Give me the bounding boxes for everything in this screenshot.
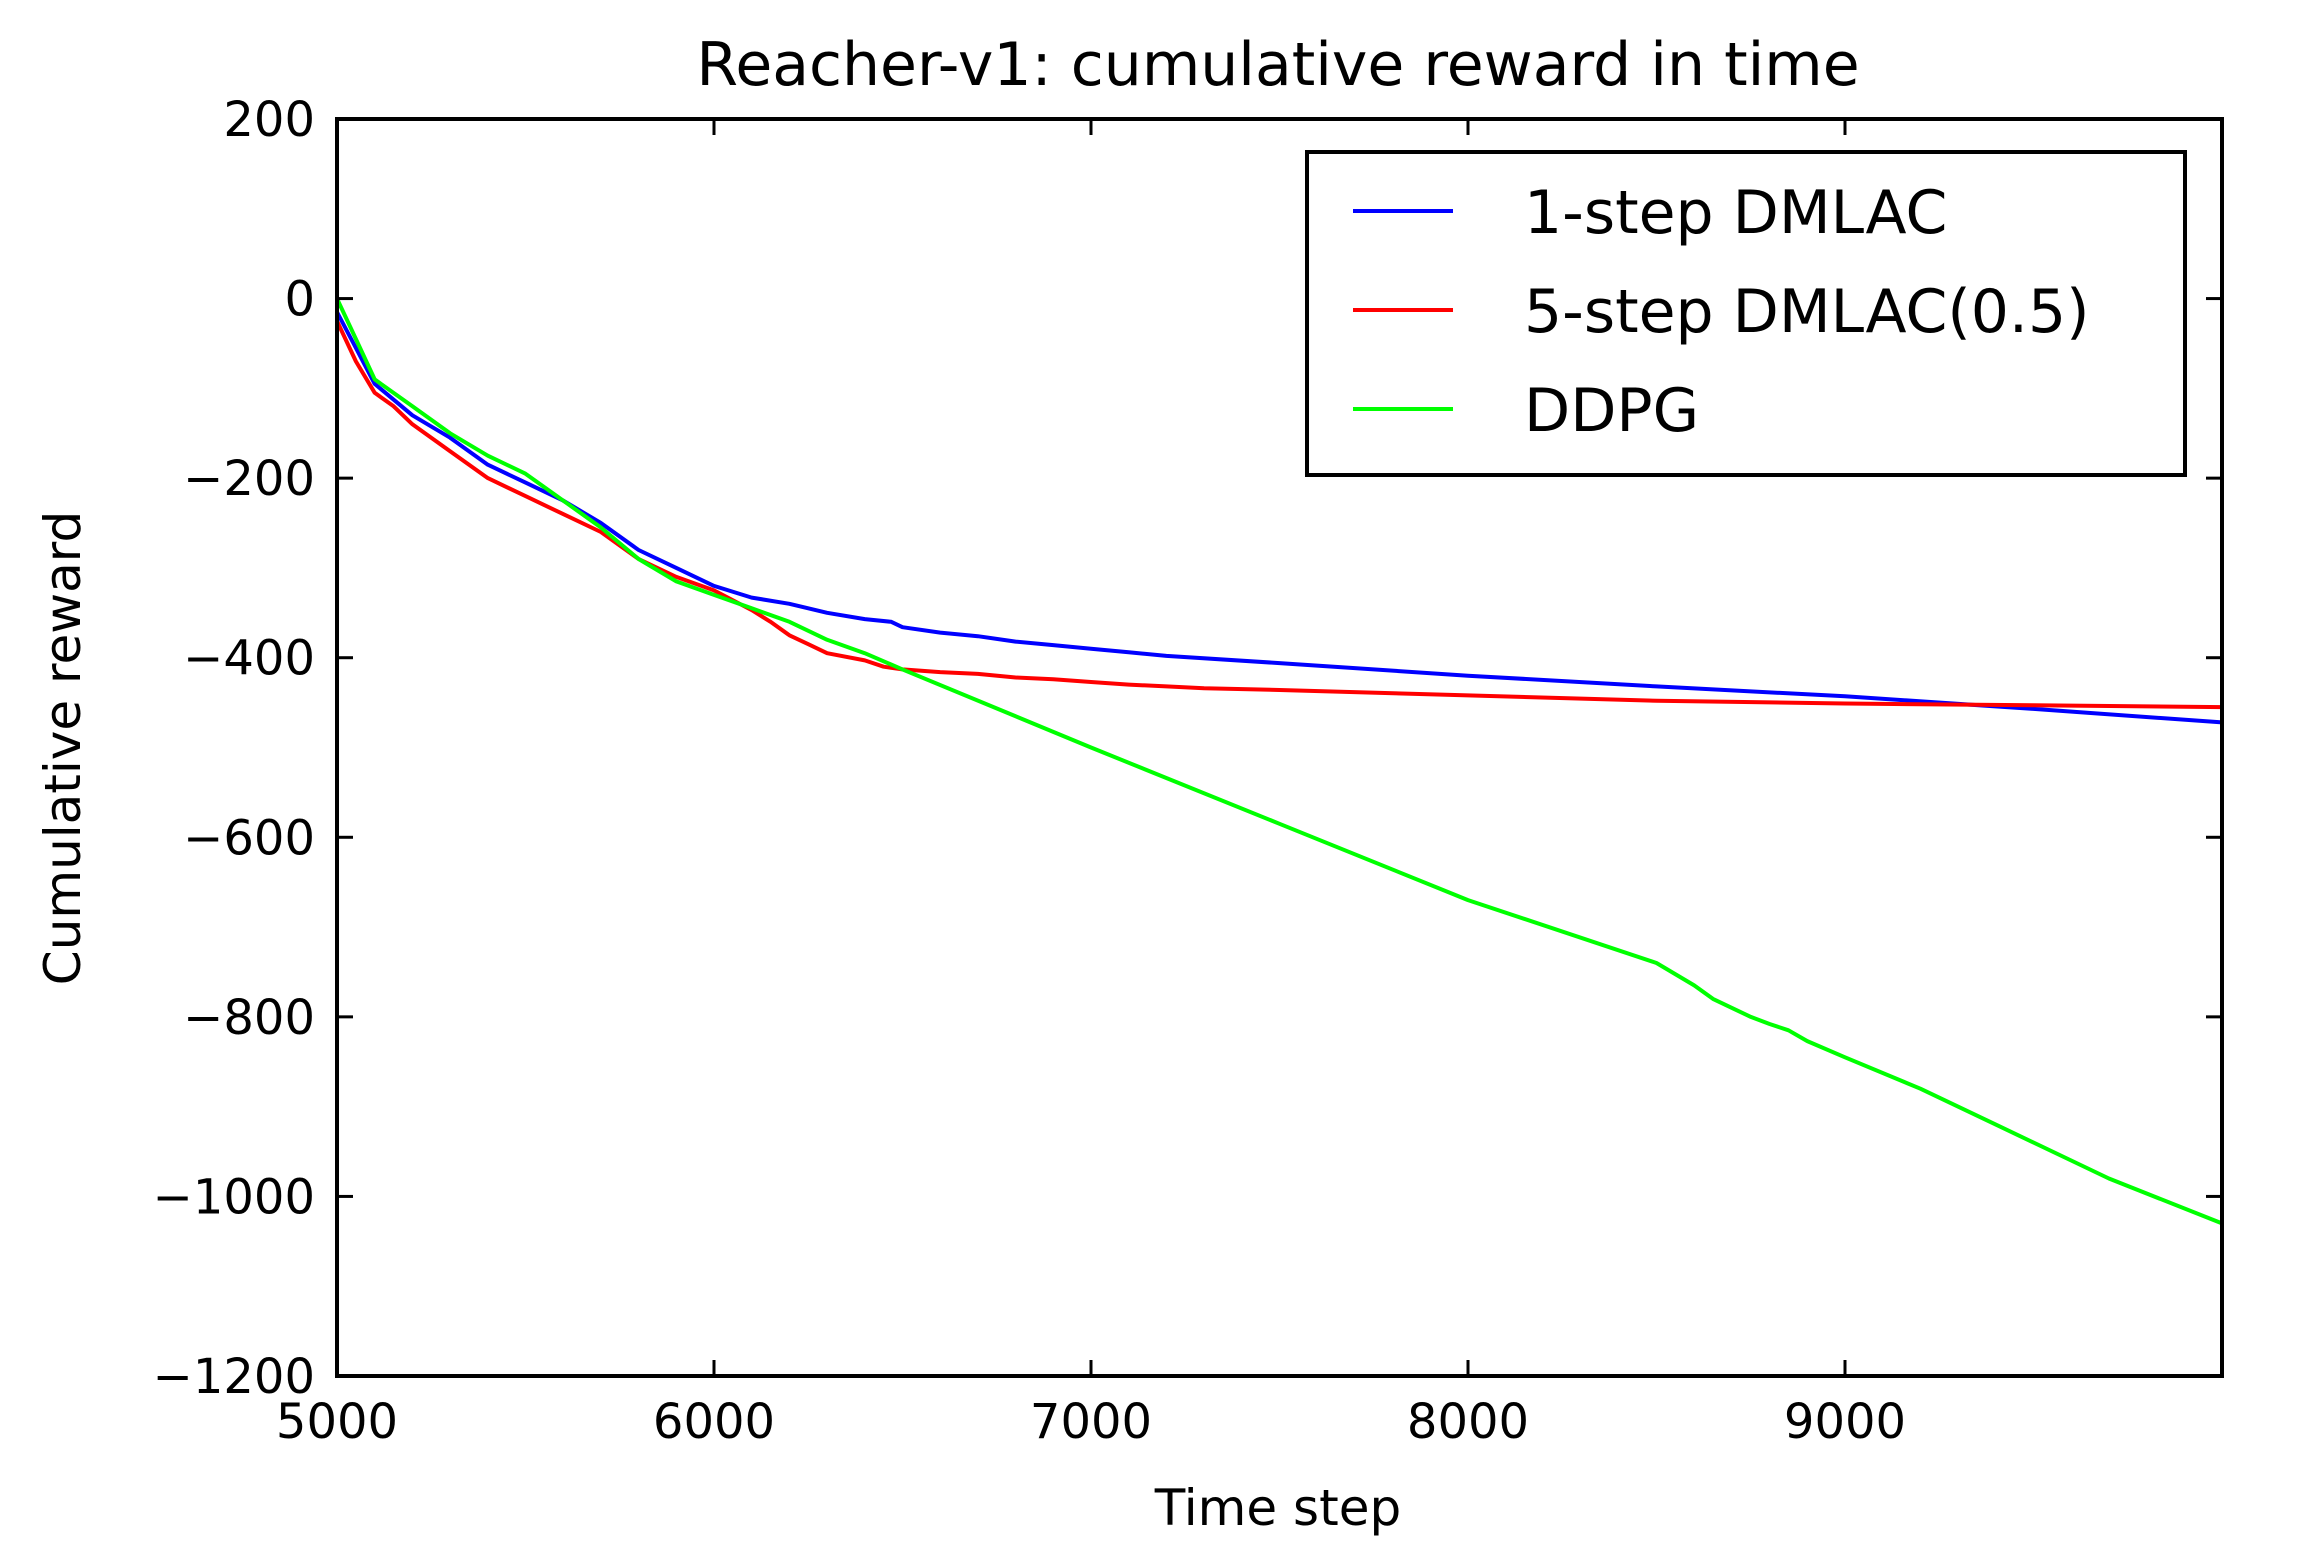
series-line-ddpg [335, 297, 2223, 1226]
y-tick-label: −800 [183, 990, 315, 1046]
x-tick-label: 7000 [1030, 1394, 1152, 1450]
legend-label-1-step-dmlac: 1-step DMLAC [1524, 178, 1947, 248]
series-line-1-step-dmlac [335, 311, 2223, 725]
x-axis-label: Time step [1154, 1479, 1401, 1537]
y-tick-label: −1000 [153, 1169, 315, 1225]
x-tick-label: 5000 [276, 1394, 398, 1450]
y-tick-label: −200 [183, 451, 315, 507]
plot-frame [335, 117, 2224, 1378]
y-tick-label: −600 [183, 810, 315, 866]
y-axis-label: Cumulative reward [34, 511, 92, 985]
y-tick-label: −1200 [153, 1349, 315, 1405]
y-tick-label: 200 [223, 92, 315, 148]
series-line-5-step-dmlac-0-5 [335, 320, 2223, 710]
y-axis-ticks: 200 0 −200 −400 −600 −800 −1000 −1200 [153, 92, 2222, 1405]
legend-label-ddpg: DDPG [1524, 376, 1699, 446]
legend-label-5-step-dmlac: 5-step DMLAC(0.5) [1524, 277, 2090, 347]
legend-box [1305, 150, 2187, 477]
x-axis-ticks: 5000 6000 7000 8000 9000 [276, 119, 1906, 1450]
y-tick-label: −400 [183, 631, 315, 687]
legend: 1-step DMLAC 5-step DMLAC(0.5) DDPG [1305, 150, 2187, 477]
x-tick-label: 9000 [1784, 1394, 1906, 1450]
x-tick-label: 6000 [653, 1394, 775, 1450]
y-tick-label: 0 [284, 272, 315, 328]
series-layer [335, 297, 2223, 1226]
x-tick-label: 8000 [1407, 1394, 1529, 1450]
chart-title: Reacher-v1: cumulative reward in time [696, 30, 1859, 100]
